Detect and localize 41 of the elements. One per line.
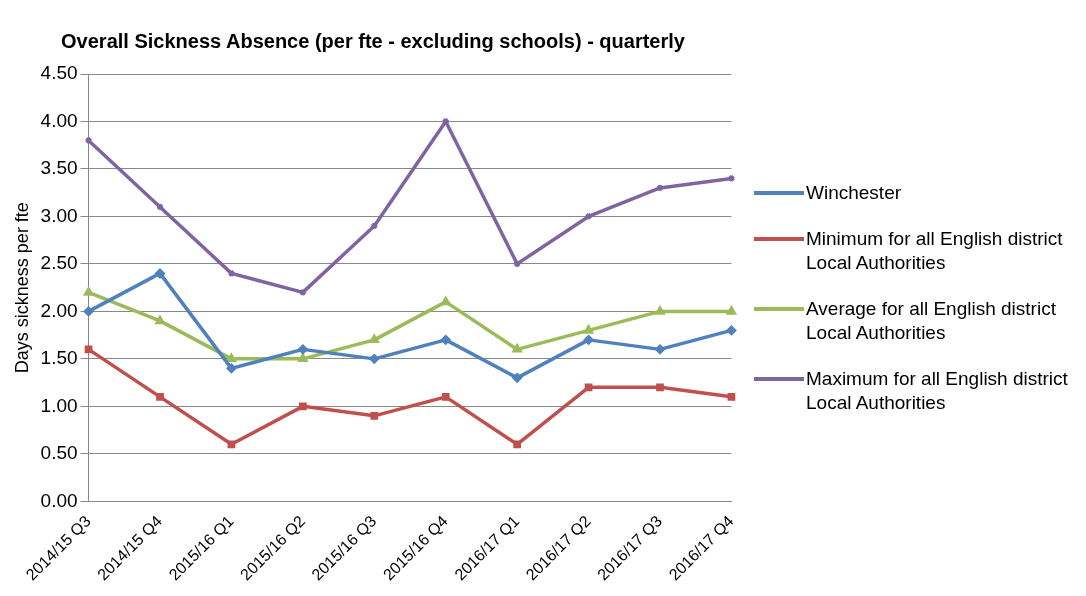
- point: [727, 392, 736, 401]
- point: [584, 325, 593, 334]
- y-tick-label: 3.50: [40, 157, 78, 179]
- y-axis-title: Days sickness per fte: [11, 202, 32, 374]
- point: [84, 345, 93, 354]
- y-tick-label: 2.00: [40, 299, 78, 321]
- point: [440, 335, 451, 345]
- point: [155, 268, 165, 279]
- y-tick-label: 0.50: [40, 442, 78, 464]
- point: [441, 392, 450, 401]
- point: [584, 383, 593, 392]
- y-tick-label: 1.50: [40, 347, 78, 369]
- point: [226, 363, 237, 374]
- point: [84, 287, 93, 296]
- point: [512, 373, 522, 383]
- point: [227, 440, 236, 449]
- chart-title: Overall Sickness Absence (per fte - excluding schools) - quarterly: [61, 29, 686, 52]
- point: [298, 354, 308, 363]
- point: [656, 383, 664, 392]
- y-tick-label: 2.50: [40, 252, 78, 274]
- point: [511, 342, 523, 353]
- point: [369, 354, 380, 364]
- point: [655, 344, 665, 355]
- legend-label: Average for all English district Local Authorities: [806, 297, 1057, 345]
- y-tick-label: 1.00: [40, 394, 78, 416]
- point: [513, 440, 522, 449]
- legend-label: Minimum for all English district Local Authorities: [806, 227, 1064, 275]
- y-tick-label: 4.50: [40, 62, 78, 84]
- point: [298, 402, 307, 411]
- point: [655, 306, 665, 315]
- point: [726, 325, 737, 336]
- point: [156, 392, 164, 401]
- legend-label: Maximum for all English district Local Authorities: [806, 367, 1069, 415]
- point: [583, 335, 594, 345]
- y-tick-label: 3.00: [40, 204, 78, 226]
- y-tick-label: 0.00: [40, 489, 78, 511]
- point: [298, 344, 308, 355]
- legend-label: Winchester: [806, 181, 902, 205]
- point: [370, 411, 379, 420]
- point: [727, 306, 736, 315]
- y-tick-label: 4.00: [40, 109, 78, 131]
